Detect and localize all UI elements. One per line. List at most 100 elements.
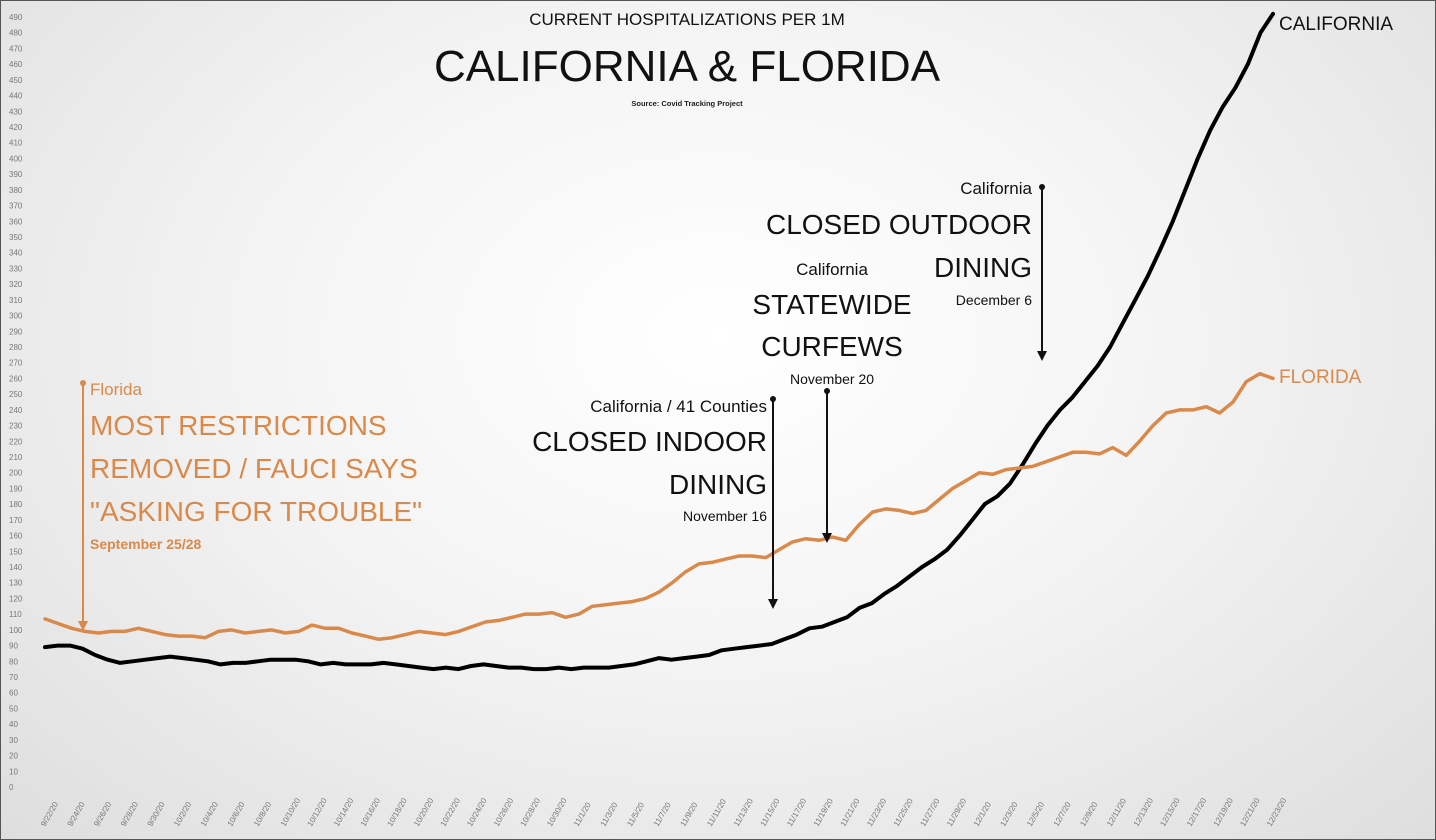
x-tick-label: 10/4/20 [199,800,220,828]
y-tick-label: 300 [9,312,23,321]
series-label-california: CALIFORNIA [1279,14,1393,35]
annotation-state: California [960,179,1032,198]
data-point-california [645,660,648,662]
series-line-california [43,11,1275,672]
x-tick-label: 10/14/20 [332,796,356,828]
annotation-florida: Florida MOST RESTRICTIONS REMOVED / FAUC… [78,380,422,631]
x-tick-label: 9/24/20 [66,800,87,828]
annotation-arrowhead [78,621,88,631]
data-point-florida [111,630,113,633]
x-tick-label: 10/22/20 [439,796,463,828]
data-point-california [119,662,121,664]
data-point-florida [1085,451,1087,453]
data-point-california [169,656,171,658]
x-tick-label: 10/6/20 [226,800,247,828]
data-point-california [182,657,184,659]
y-tick-label: 120 [9,594,23,603]
x-tick-label: 11/11/20 [705,797,728,828]
data-point-florida [124,630,126,633]
x-tick-label: 9/28/20 [119,800,140,828]
data-point-california [56,645,59,647]
y-tick-label: 290 [9,327,23,336]
annotation-closed-indoor-dining: California / 41 Counties CLOSED INDOOR D… [532,396,778,609]
data-point-florida [578,613,580,615]
data-point-california [307,660,309,662]
data-point-florida [311,624,313,626]
annotation-line: MOST RESTRICTIONS [90,410,387,441]
annotation-line: DINING [934,252,1032,283]
data-point-florida [978,472,980,474]
data-point-florida [1138,440,1141,442]
data-point-florida [872,511,874,513]
data-point-florida [511,616,513,618]
annotation-state: Florida [90,380,143,399]
data-point-florida [778,549,780,551]
data-point-florida [831,536,834,538]
data-point-california [984,503,986,505]
data-point-california [445,667,447,669]
x-tick-label: 11/13/20 [732,797,755,828]
y-tick-label: 390 [9,170,23,179]
series-label-florida: FLORIDA [1279,367,1362,388]
data-point-california [833,621,836,623]
data-point-florida [471,626,473,628]
data-point-florida [404,634,406,636]
data-point-california [558,667,560,669]
data-point-california [132,660,134,662]
x-tick-label: 11/19/20 [812,797,835,828]
y-tick-label: 470 [9,44,23,53]
annotation-dot [824,388,830,394]
y-tick-label: 460 [9,60,23,69]
x-tick-label: 12/7/20 [1052,800,1073,828]
y-tick-label: 80 [9,657,18,666]
y-tick-label: 240 [9,406,23,415]
data-point-california [1159,249,1161,251]
y-tick-label: 400 [9,154,23,163]
y-tick-label: 450 [9,76,23,85]
data-point-florida [524,613,527,615]
data-point-california [82,648,84,650]
y-tick-label: 320 [9,280,23,289]
y-tick-label: 340 [9,249,23,258]
y-tick-label: 430 [9,107,23,116]
data-point-california [570,668,572,670]
data-point-california [1046,425,1048,427]
annotation-line: CURFEWS [761,331,903,362]
x-tick-label: 11/9/20 [679,800,700,828]
data-point-florida [1205,406,1207,408]
data-point-california [395,663,397,666]
data-point-california [495,665,497,667]
data-point-florida [137,627,139,629]
annotation-closed-outdoor-dining: California CLOSED OUTDOOR DINING Decembe… [766,179,1047,361]
data-point-florida [378,638,380,640]
x-axis-ticks: 9/22/20 9/24/20 9/26/20 9/28/20 9/30/20 10/2/… [39,796,1289,828]
data-point-florida [1045,461,1047,463]
y-tick-label: 10 [9,767,18,776]
data-point-florida [805,538,807,540]
annotation-date: November 20 [790,371,874,387]
data-point-florida [1179,409,1181,411]
annotation-statewide-curfews: California STATEWIDE CURFEWS November 20 [752,260,912,543]
annotation-date: September 25/28 [90,536,201,552]
data-point-florida [765,557,767,559]
data-point-florida [151,630,153,633]
data-point-florida [1072,451,1074,453]
chart-source: Source: Covid Tracking Project [631,99,743,108]
y-tick-label: 180 [9,500,23,509]
data-point-florida [244,632,246,634]
x-tick-label: 12/9/20 [1078,800,1099,828]
y-tick-label: 220 [9,437,23,446]
data-point-florida [1192,409,1194,411]
annotation-date: November 16 [683,508,767,524]
data-point-california [1134,299,1136,301]
data-point-california [1259,32,1262,34]
data-point-florida [938,498,940,500]
y-tick-label: 410 [9,139,23,148]
data-point-california [270,659,272,661]
data-point-florida [44,618,46,620]
data-point-florida [685,571,687,573]
data-point-california [194,659,196,661]
y-tick-label: 30 [9,736,18,745]
annotation-line: REMOVED / FAUCI SAYS [90,453,418,484]
